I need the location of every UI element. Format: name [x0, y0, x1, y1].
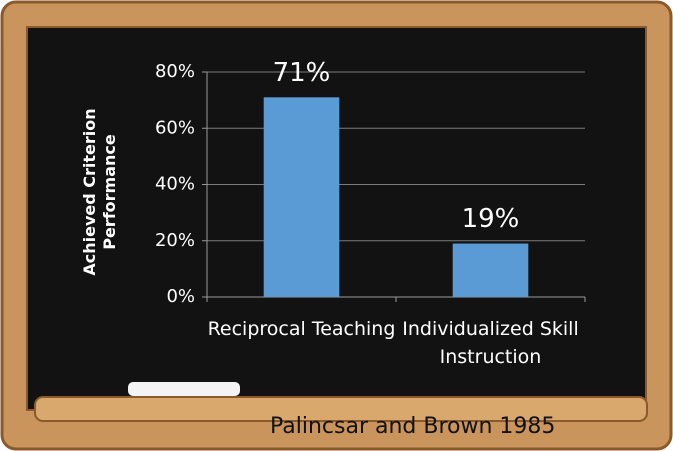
- y-tick-label: 60%: [155, 117, 195, 138]
- source: Palincsar and Brown 1985: [270, 414, 555, 439]
- y-axis-label: Achieved Criterion Performance: [80, 82, 120, 302]
- bar: [453, 244, 529, 297]
- data-label: 71%: [273, 58, 331, 88]
- x-tick-label: Reciprocal Teaching: [202, 315, 402, 343]
- y-tick-label: 80%: [155, 61, 195, 82]
- y-tick-label: 40%: [155, 174, 195, 195]
- y-tick-label: 0%: [166, 286, 195, 307]
- chalkboard: 0% 20% 40% 60% 80% 71% 19% Achieved Criterion …: [0, 0, 673, 451]
- bar: [264, 97, 340, 297]
- data-label: 19%: [462, 204, 520, 234]
- y-tick-label: 20%: [155, 230, 195, 251]
- x-tick-label: Individualized Skill Instruction: [391, 315, 591, 371]
- chalk: [128, 382, 240, 396]
